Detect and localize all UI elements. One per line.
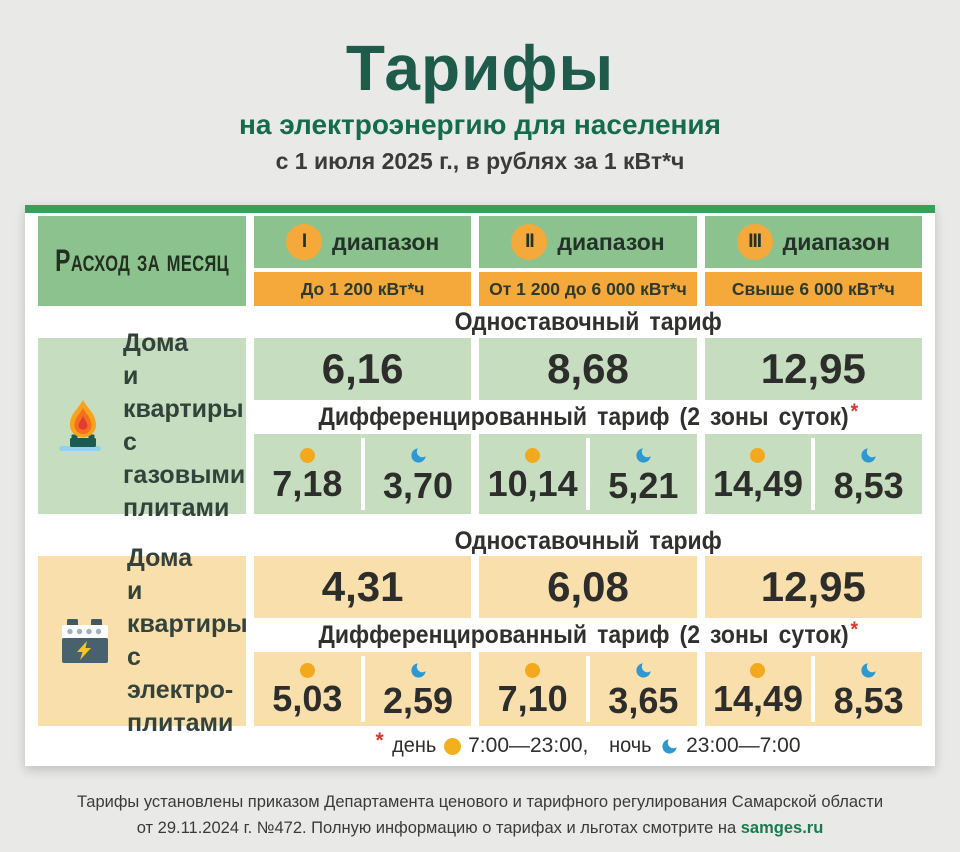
- electric-single-rate-label: Одноставочный тариф: [454, 526, 722, 555]
- corner-header-label: Расход за месяц: [55, 243, 229, 278]
- gas-range3-night: 8,53: [815, 434, 922, 514]
- range1-label: диапазон: [332, 228, 440, 255]
- category-gas-stoves: Дома и квартиры с газовыми плитами: [38, 329, 246, 522]
- samges-link[interactable]: samges.ru: [740, 818, 824, 837]
- day-night-divider: [811, 438, 816, 510]
- range2-numeral-badge: II: [511, 224, 548, 260]
- gas-range1-day: 7,18: [254, 434, 361, 514]
- corner-header-cell: Расход за месяц: [38, 216, 246, 306]
- footer-line2: от 29.11.2024 г. №472. Полную информацию…: [136, 818, 824, 837]
- range3-title: III диапазон: [704, 216, 922, 268]
- footer-note: Тарифы установлены приказом Департамента…: [0, 790, 960, 841]
- footer-line1: Тарифы установлены приказом Департамента…: [76, 793, 884, 811]
- electric-diff-rate-range1: 5,03 2,59: [254, 652, 472, 726]
- electric-diff-rate-range2: 7,10 3,65: [479, 652, 697, 726]
- day-night-divider: [360, 438, 365, 510]
- column-header-range3: III диапазон Свыше 6 000 кВт*ч: [704, 216, 922, 306]
- electric-stove-icon: [62, 619, 108, 663]
- masthead: Тарифы на электроэнергию для населения с…: [0, 0, 960, 205]
- sun-icon: [525, 663, 541, 678]
- sun-icon: [299, 448, 315, 463]
- range2-limits: От 1 200 до 6 000 кВт*ч: [479, 272, 697, 306]
- moon-icon: [410, 663, 426, 678]
- electric-range1-night: 2,59: [365, 652, 472, 726]
- gas-flame-icon: [59, 400, 101, 451]
- electric-range2-day: 7,10: [479, 652, 586, 726]
- sun-icon: [444, 737, 462, 755]
- electric-range3-night: 8,53: [815, 652, 922, 726]
- day-night-divider: [360, 656, 365, 722]
- tariff-table-card: Расход за месяц I диапазон До 1 200 кВт*…: [25, 205, 935, 766]
- moon-icon: [861, 663, 876, 678]
- range1-numeral-badge: I: [286, 224, 323, 260]
- range3-numeral-badge: III: [736, 224, 773, 260]
- gas-diff-rate-range1: 7,18 3,70: [254, 434, 472, 514]
- sun-icon: [750, 663, 766, 678]
- sun-icon: [750, 448, 766, 463]
- range1-title: I диапазон: [254, 216, 472, 268]
- day-night-footnote: * день 7:00—23:00, ночь 23:00—7:00: [254, 726, 922, 766]
- sun-icon: [525, 448, 541, 463]
- column-header-range1: I диапазон До 1 200 кВт*ч: [254, 216, 472, 306]
- gas-range1-night: 3,70: [365, 434, 472, 514]
- moon-icon: [636, 663, 651, 678]
- gas-single-rate-label: Одноставочный тариф: [454, 307, 722, 336]
- gas-range2-night: 5,21: [590, 434, 697, 514]
- category-electric-stoves: Дома и квартиры с электро- плитами: [38, 544, 248, 737]
- electric-single-rate-range3: 12,95: [704, 556, 922, 618]
- day-night-divider: [586, 438, 590, 510]
- column-header-range2: II диапазон От 1 200 до 6 000 кВт*ч: [479, 216, 697, 306]
- moon-icon: [861, 448, 876, 463]
- night-label: ночь: [609, 734, 652, 757]
- gas-single-rate-range1: 6,16: [254, 338, 472, 400]
- page-subtitle: на электроэнергию для населения: [239, 109, 721, 140]
- moon-icon: [410, 448, 426, 463]
- sun-icon: [299, 663, 315, 678]
- period-line: с 1 июля 2025 г., в рублях за 1 кВт*ч: [275, 148, 685, 174]
- footnote-marker: *: [850, 398, 858, 423]
- range3-label: диапазон: [782, 228, 890, 255]
- tariff-grid: Расход за месяц I диапазон До 1 200 кВт*…: [25, 216, 935, 766]
- gas-diff-rate-label: Дифференцированный тариф (2 зоны суток)*: [318, 398, 858, 431]
- moon-icon: [662, 738, 677, 754]
- footnote-asterisk: *: [375, 729, 384, 752]
- electric-range1-day: 5,03: [254, 652, 361, 726]
- electric-single-rate-range1: 4,31: [254, 556, 472, 618]
- moon-icon: [636, 448, 651, 463]
- day-night-divider: [586, 656, 590, 722]
- gas-diff-rate-range2: 10,14 5,21: [479, 434, 697, 514]
- range2-label: диапазон: [557, 228, 665, 255]
- gas-range3-day: 14,49: [705, 434, 812, 514]
- footnote-marker: *: [850, 616, 858, 641]
- category-gas-label: Дома и квартиры с газовыми плитами: [123, 329, 246, 522]
- electric-single-rate-range2: 6,08: [479, 556, 697, 618]
- electric-range2-night: 3,65: [590, 652, 697, 726]
- day-hours: 7:00—23:00,: [468, 734, 589, 757]
- gas-range2-day: 10,14: [479, 434, 586, 514]
- day-label: день: [391, 734, 436, 757]
- gas-single-rate-range2: 8,68: [479, 338, 697, 400]
- electric-range3-day: 14,49: [705, 652, 812, 726]
- range3-limits: Свыше 6 000 кВт*ч: [704, 272, 922, 306]
- category-electric-label: Дома и квартиры с электро- плитами: [127, 544, 248, 737]
- range1-limits: До 1 200 кВт*ч: [254, 272, 472, 306]
- gas-single-rate-range3: 12,95: [704, 338, 922, 400]
- range2-title: II диапазон: [479, 216, 697, 268]
- electric-diff-rate-label: Дифференцированный тариф (2 зоны суток)*: [318, 616, 858, 649]
- card-top-strip: [25, 205, 935, 213]
- day-night-divider: [811, 656, 816, 722]
- page-title: Тарифы: [345, 32, 615, 104]
- electric-diff-rate-range3: 14,49 8,53: [704, 652, 922, 726]
- gas-diff-rate-range3: 14,49 8,53: [704, 434, 922, 514]
- night-hours: 23:00—7:00: [686, 734, 801, 757]
